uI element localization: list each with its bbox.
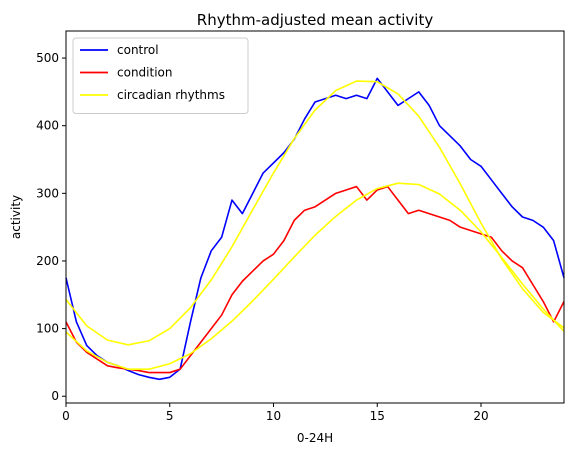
x-tick-label: 5 (166, 409, 174, 423)
y-tick-label: 200 (36, 254, 59, 268)
plot-content (65, 77, 565, 381)
y-tick-label: 300 (36, 186, 59, 200)
y-axis: 0 100 200 300 400 500 (36, 51, 66, 403)
control-line (65, 77, 565, 381)
plot-frame (65, 30, 565, 404)
x-tick-label: 0 (62, 409, 70, 423)
legend: control condition circadian rhythms (72, 37, 249, 114)
x-axis-label: 0-24H (297, 431, 333, 445)
x-tick-label: 20 (473, 409, 488, 423)
x-tick-label: 10 (266, 409, 281, 423)
legend-label-condition: condition (117, 66, 172, 80)
x-tick-label: 15 (370, 409, 385, 423)
condition-line (65, 185, 565, 374)
circadian-rhythms-line (65, 80, 565, 346)
y-tick-label: 400 (36, 119, 59, 133)
x-axis: 0 5 10 15 20 (62, 403, 489, 423)
y-tick-label: 0 (51, 389, 59, 403)
chart-title: Rhythm-adjusted mean activity (197, 11, 434, 29)
y-tick-label: 500 (36, 51, 59, 65)
legend-label-control: control (117, 43, 159, 57)
y-tick-label: 100 (36, 322, 59, 336)
y-axis-label: activity (9, 195, 23, 239)
legend-label-circadian-rhythms: circadian rhythms (117, 88, 225, 102)
legend-box (72, 37, 249, 114)
series-3-line (65, 182, 565, 370)
